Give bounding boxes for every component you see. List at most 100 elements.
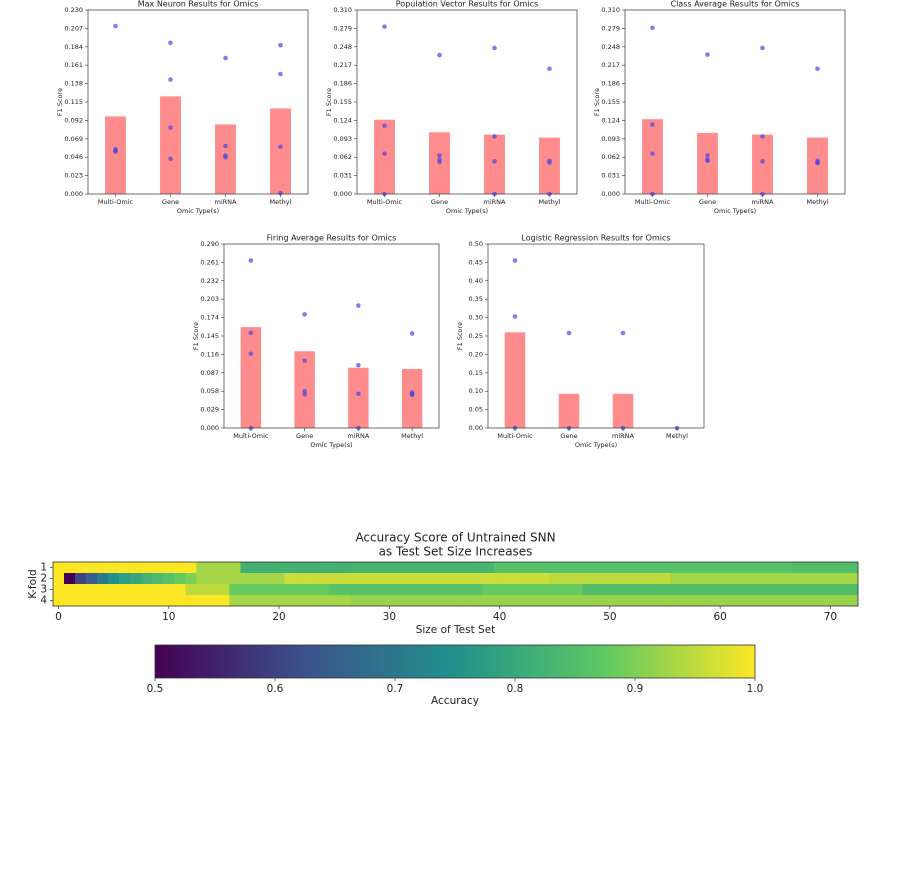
heatmap-cell bbox=[769, 584, 782, 596]
heatmap-cell bbox=[835, 562, 848, 574]
bar bbox=[612, 393, 634, 428]
heatmap-cell bbox=[350, 595, 363, 607]
axes-frame bbox=[87, 9, 309, 195]
heatmap-cell bbox=[130, 584, 142, 596]
point bbox=[168, 125, 173, 130]
heatmap-cell bbox=[560, 595, 572, 607]
x-tick-label: 70 bbox=[824, 611, 837, 623]
point bbox=[705, 158, 710, 164]
heatmap-cell bbox=[494, 584, 506, 596]
point bbox=[409, 331, 415, 336]
point bbox=[620, 330, 626, 336]
heatmap-cell bbox=[571, 584, 583, 596]
point bbox=[815, 160, 820, 166]
heatmap-cell bbox=[284, 573, 296, 585]
heatmap-cell bbox=[196, 595, 208, 607]
point bbox=[356, 362, 361, 368]
y-tick-label: 0.062 bbox=[601, 153, 620, 161]
y-tick-label: 0.05 bbox=[469, 406, 483, 414]
heatmap-cell bbox=[53, 584, 65, 596]
heatmap-cell bbox=[152, 573, 164, 585]
heatmap-cell bbox=[306, 573, 318, 585]
point bbox=[113, 149, 118, 154]
heatmap-cell bbox=[53, 595, 65, 607]
heatmap-cell bbox=[483, 595, 495, 607]
heatmap-cell bbox=[372, 595, 385, 607]
y-tick-label: 0.000 bbox=[64, 190, 83, 198]
heatmap-cell bbox=[328, 584, 341, 596]
heatmap-cell bbox=[86, 584, 98, 596]
y-tick-label: 0.000 bbox=[200, 424, 219, 432]
heatmap-cell bbox=[549, 595, 561, 607]
heatmap-cell bbox=[394, 562, 407, 574]
y-tick-label: 0.232 bbox=[200, 277, 219, 285]
heatmap-cell bbox=[725, 584, 737, 596]
heatmap-cell bbox=[747, 595, 760, 607]
x-tick-label: Multi-Omic bbox=[98, 198, 134, 206]
point bbox=[248, 351, 254, 357]
y-tick-label: 0.062 bbox=[333, 153, 352, 161]
heatmap-cell bbox=[405, 562, 418, 574]
axes-frame bbox=[223, 243, 440, 429]
heatmap-cell bbox=[229, 595, 241, 607]
heatmap-cell bbox=[163, 562, 175, 574]
heatmap-cell bbox=[438, 573, 451, 585]
y-tick-label: 0.184 bbox=[64, 43, 83, 51]
point bbox=[356, 303, 361, 308]
heatmap-cell bbox=[108, 562, 120, 574]
heatmap-cell bbox=[174, 595, 186, 607]
heatmap-cell bbox=[152, 562, 164, 574]
heatmap-cell bbox=[372, 573, 385, 585]
heatmap-cell bbox=[571, 595, 583, 607]
point bbox=[382, 123, 387, 129]
y-tick-label: 0.217 bbox=[333, 61, 352, 69]
heatmap-cell bbox=[615, 584, 627, 596]
y-tick-label: 4 bbox=[40, 595, 47, 607]
heatmap-cell bbox=[405, 595, 418, 607]
y-tick-label: 0.138 bbox=[64, 80, 83, 88]
heatmap-cell bbox=[295, 595, 307, 607]
x-tick-label: Gene bbox=[560, 432, 577, 440]
point bbox=[168, 77, 173, 82]
heatmap-cell bbox=[824, 562, 837, 574]
heatmap-cell bbox=[494, 595, 506, 607]
x-tick-label: Multi-Omic bbox=[497, 432, 533, 440]
heatmap-cell bbox=[681, 573, 693, 585]
point bbox=[302, 392, 307, 397]
heatmap-cell bbox=[538, 562, 550, 574]
y-tick-label: 0.40 bbox=[469, 277, 483, 285]
heatmap-cell bbox=[637, 584, 649, 596]
x-tick-label: 20 bbox=[272, 611, 285, 623]
heatmap-cell bbox=[593, 584, 605, 596]
y-tick-label: 1 bbox=[40, 562, 47, 574]
bar bbox=[642, 119, 663, 194]
y-tick-label: 0.248 bbox=[601, 43, 620, 51]
y-tick-label: 0.124 bbox=[333, 116, 352, 124]
y-tick-label: 0.186 bbox=[601, 80, 620, 88]
heatmap-cell bbox=[615, 573, 627, 585]
heatmap-cell bbox=[185, 562, 197, 574]
heatmap-cell bbox=[670, 562, 682, 574]
heatmap-cell bbox=[185, 595, 197, 607]
x-tick-label: Gene bbox=[162, 198, 179, 206]
y-tick-label: 0.20 bbox=[469, 350, 483, 358]
heatmap-cell bbox=[317, 595, 329, 607]
chart-title: Population Vector Results for Omics bbox=[396, 0, 538, 9]
heatmap-cell bbox=[75, 595, 87, 607]
bar bbox=[270, 108, 291, 194]
heatmap-cell bbox=[75, 573, 87, 585]
x-tick-label: Methyl bbox=[807, 198, 829, 206]
point bbox=[705, 52, 710, 57]
heatmap-cell bbox=[449, 562, 462, 574]
heatmap-cell bbox=[571, 562, 583, 574]
y-tick-label: 0.031 bbox=[601, 172, 620, 180]
heatmap-cell bbox=[549, 584, 561, 596]
heatmap-cell bbox=[538, 584, 550, 596]
heatmap-cell bbox=[813, 595, 826, 607]
heatmap-cell bbox=[527, 584, 539, 596]
colorbar-tick-label: 1.0 bbox=[747, 683, 764, 695]
y-axis-label: F1 Score bbox=[456, 322, 464, 350]
heatmap-cell bbox=[516, 595, 528, 607]
heatmap-cell bbox=[780, 584, 793, 596]
heatmap-cell bbox=[207, 562, 219, 574]
